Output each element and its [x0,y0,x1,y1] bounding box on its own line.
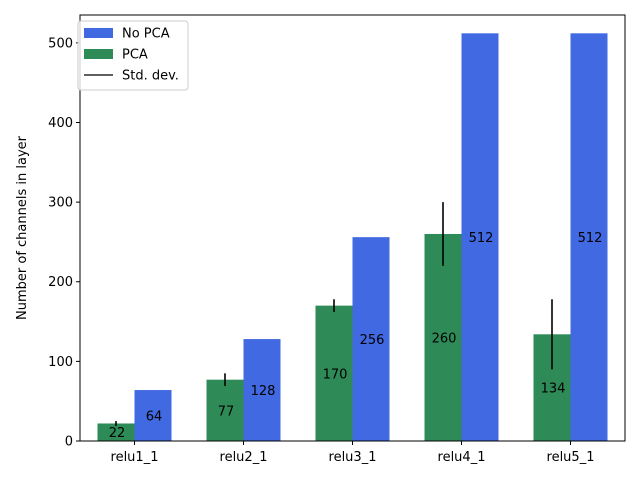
bar-pca-relu2-1 [206,379,244,441]
bar-no-pca-relu4-1 [461,33,499,441]
x-tick-label: relu3_1 [329,450,377,465]
y-tick-label: 100 [48,355,73,370]
data-label-no-pca-relu3-1: 256 [360,333,385,348]
data-label-pca-relu3-1: 170 [323,367,348,382]
data-label-pca-relu1-1: 22 [109,426,126,441]
x-tick-label: relu4_1 [438,450,486,465]
bars-layer [97,33,608,441]
data-label-no-pca-relu2-1: 128 [251,384,276,399]
error-bars-layer [115,202,553,426]
data-label-pca-relu2-1: 77 [218,404,235,419]
x-tick-label: relu1_1 [111,450,159,465]
data-label-no-pca-relu5-1: 512 [578,231,603,246]
legend-label-std-dev: Std. dev. [122,69,179,84]
data-label-no-pca-relu1-1: 64 [146,410,163,425]
legend-label-no-pca: No PCA [122,27,170,42]
bar-pca-relu3-1 [315,305,353,441]
y-axis: 0 100 200 300 400 500 [48,36,80,450]
data-label-pca-relu5-1: 134 [541,382,566,397]
legend-box [77,20,189,91]
y-tick-label: 500 [48,36,73,51]
x-tick-label: relu5_1 [547,450,595,465]
legend-swatch-no-pca [84,28,113,38]
bar-pca-relu4-1 [424,233,462,441]
legend-swatch-pca [84,49,113,59]
x-tick-label: relu2_1 [220,450,268,465]
data-labels-layer: 22 64 77 128 170 256 260 512 134 512 [109,231,603,441]
bar-no-pca-relu2-1 [243,339,281,441]
bar-no-pca-relu1-1 [134,390,172,441]
x-axis: relu1_1 relu2_1 relu3_1 relu4_1 relu5_1 [111,441,595,465]
legend-label-pca: PCA [122,48,148,63]
bar-pca-relu1-1 [97,423,135,441]
bar-no-pca-relu3-1 [352,237,390,441]
data-label-no-pca-relu4-1: 512 [469,231,494,246]
legend: No PCA PCA Std. dev. [77,20,189,91]
y-axis-label: Number of channels in layer [15,135,30,320]
y-tick-label: 200 [48,275,73,290]
data-label-pca-relu4-1: 260 [432,331,457,346]
y-tick-label: 0 [65,435,73,450]
y-tick-label: 400 [48,116,73,131]
bar-no-pca-relu5-1 [570,33,608,441]
y-tick-label: 300 [48,196,73,211]
